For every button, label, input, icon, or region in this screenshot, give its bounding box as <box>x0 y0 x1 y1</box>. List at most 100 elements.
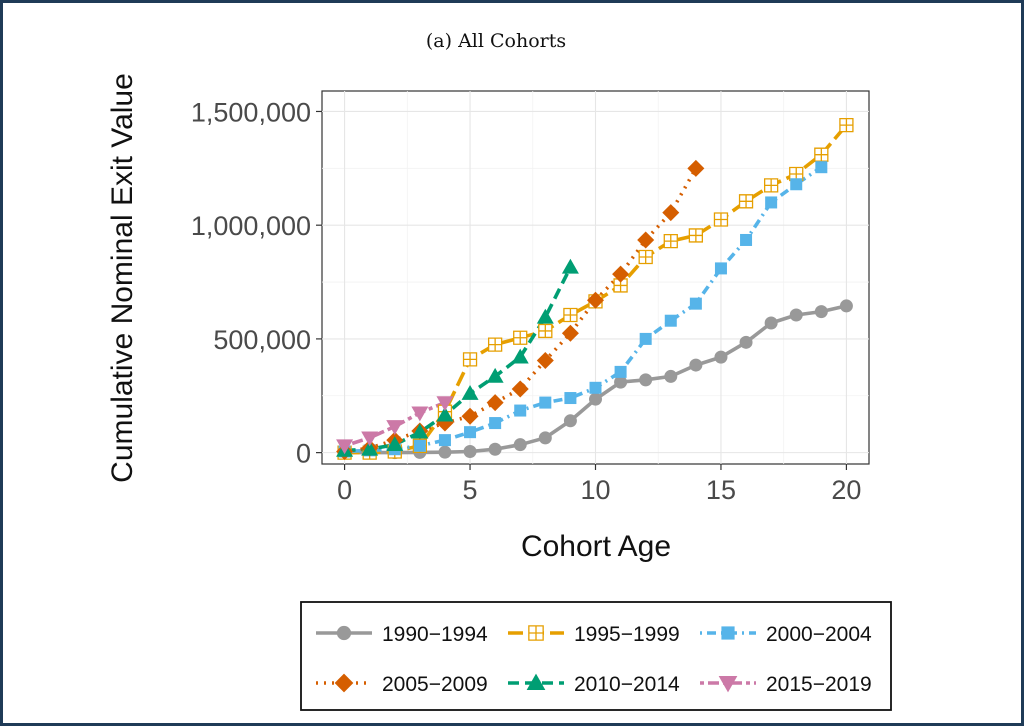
data-point-0-15 <box>714 350 728 364</box>
data-point-4-4 <box>436 406 454 422</box>
data-point-0-8 <box>538 431 552 445</box>
data-point-3-7 <box>511 380 529 398</box>
legend-label-4: 2010−2014 <box>574 673 680 696</box>
legend-label-2: 2000−2004 <box>766 623 872 646</box>
data-point-1-9 <box>563 307 578 323</box>
data-point-1-15 <box>713 212 729 227</box>
data-point-0-9 <box>563 414 577 428</box>
chart-title: (a) All Cohorts <box>426 30 566 52</box>
data-point-2-4 <box>438 434 451 447</box>
legend-box <box>300 601 892 711</box>
data-point-3-13 <box>662 204 680 222</box>
data-point-2-15 <box>714 262 727 275</box>
data-point-3-5 <box>461 407 479 425</box>
data-point-1-16 <box>738 194 754 209</box>
data-point-0-5 <box>463 444 477 458</box>
data-point-4-5 <box>461 384 479 400</box>
data-point-0-6 <box>488 442 502 456</box>
data-point-0-4 <box>438 445 452 459</box>
x-axis: 0 5 10 15 20 <box>337 464 861 505</box>
y-tick-label: 1,500,000 <box>191 97 311 127</box>
data-point-3-10 <box>587 291 604 309</box>
data-point-0-19 <box>814 305 828 319</box>
data-point-2-8 <box>539 396 552 409</box>
data-point-2-13 <box>664 314 677 327</box>
data-point-1-20 <box>839 117 854 133</box>
data-point-2-16 <box>740 233 753 246</box>
data-point-0-7 <box>513 438 527 452</box>
data-point-4-1 <box>361 440 379 456</box>
y-axis: 0 500,000 1,000,000 1,500,000 <box>191 97 322 469</box>
series-points <box>336 117 854 460</box>
y-tick-label: 0 <box>296 439 311 469</box>
x-axis-label: Cohort Age <box>521 530 671 563</box>
data-point-2-18 <box>790 178 803 191</box>
series-line-4 <box>344 266 573 453</box>
data-point-4-9 <box>561 258 579 274</box>
legend-label-1: 1995−1999 <box>574 623 680 646</box>
data-point-0-20 <box>839 299 853 313</box>
data-point-0-16 <box>739 335 753 349</box>
series-line-5 <box>344 400 446 448</box>
data-point-0-14 <box>689 358 703 372</box>
legend-label-5: 2015−2019 <box>766 673 872 696</box>
data-point-0-18 <box>789 308 803 322</box>
data-point-2-3 <box>413 439 426 452</box>
data-point-2-19 <box>815 161 828 174</box>
legend-key-marker-4 <box>526 673 546 691</box>
data-point-4-2 <box>386 436 404 452</box>
data-point-3-9 <box>561 324 579 342</box>
data-point-5-3 <box>411 406 429 422</box>
legend-key-marker-5 <box>718 675 738 693</box>
data-point-0-13 <box>664 369 678 383</box>
data-point-1-19 <box>814 147 829 162</box>
data-point-2-9 <box>564 392 577 405</box>
x-tick-label: 10 <box>580 475 610 505</box>
y-tick-label: 500,000 <box>213 325 311 355</box>
legend-key-marker-2 <box>721 626 735 640</box>
y-axis-label: Cumulative Nominal Exit Value <box>106 73 139 483</box>
data-point-0-11 <box>614 375 628 389</box>
data-point-2-11 <box>614 365 627 378</box>
data-point-3-14 <box>687 159 705 177</box>
data-point-5-2 <box>386 420 404 435</box>
data-point-1-6 <box>487 337 503 352</box>
x-tick-label: 20 <box>831 475 861 505</box>
data-point-2-5 <box>464 426 477 439</box>
data-point-5-0 <box>336 439 354 455</box>
data-point-1-13 <box>663 233 678 249</box>
data-point-1-17 <box>763 178 779 193</box>
data-point-2-14 <box>689 297 702 310</box>
data-point-4-6 <box>486 367 504 383</box>
data-point-0-17 <box>764 316 778 330</box>
legend-key-marker-0 <box>336 625 352 641</box>
data-point-5-4 <box>436 396 454 412</box>
legend-label-0: 1990−1994 <box>382 623 488 646</box>
data-point-2-17 <box>765 196 778 209</box>
data-point-1-14 <box>688 228 704 243</box>
legend-label-3: 2005−2009 <box>382 673 488 696</box>
series-line-3 <box>344 167 698 454</box>
x-tick-label: 5 <box>463 475 478 505</box>
data-point-5-1 <box>361 431 379 447</box>
data-point-1-8 <box>538 323 553 339</box>
data-point-3-8 <box>536 352 554 370</box>
data-point-3-12 <box>637 231 655 249</box>
data-point-3-6 <box>486 394 504 412</box>
grid-lines <box>322 91 869 464</box>
data-point-2-12 <box>639 332 652 345</box>
data-point-3-11 <box>612 265 630 283</box>
y-tick-label: 1,000,000 <box>191 211 311 241</box>
data-point-1-7 <box>513 330 528 345</box>
x-tick-label: 0 <box>337 475 352 505</box>
data-point-2-6 <box>489 417 502 430</box>
data-point-2-7 <box>514 404 527 417</box>
legend: 1990−1994 1995−1999 2000−2004 2005−2009 2010… <box>300 601 892 711</box>
legend-key-marker-1 <box>528 625 544 641</box>
data-point-4-8 <box>536 308 554 324</box>
data-point-4-7 <box>511 348 529 364</box>
data-point-0-12 <box>639 373 653 387</box>
data-point-2-10 <box>589 381 602 394</box>
data-point-4-3 <box>411 423 429 439</box>
